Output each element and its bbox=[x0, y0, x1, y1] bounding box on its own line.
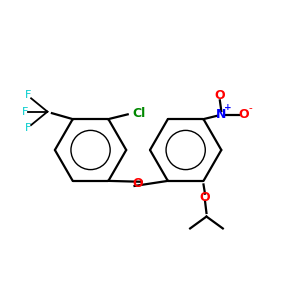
Text: F: F bbox=[25, 90, 31, 100]
Text: F: F bbox=[22, 107, 28, 117]
Text: O: O bbox=[238, 108, 249, 121]
Text: O: O bbox=[133, 177, 143, 190]
Text: O: O bbox=[200, 191, 210, 204]
Text: F: F bbox=[25, 123, 31, 133]
Text: O: O bbox=[214, 89, 225, 102]
Text: +: + bbox=[224, 103, 232, 112]
Text: N: N bbox=[216, 108, 226, 121]
Text: -: - bbox=[248, 103, 252, 113]
Text: Cl: Cl bbox=[132, 107, 146, 120]
